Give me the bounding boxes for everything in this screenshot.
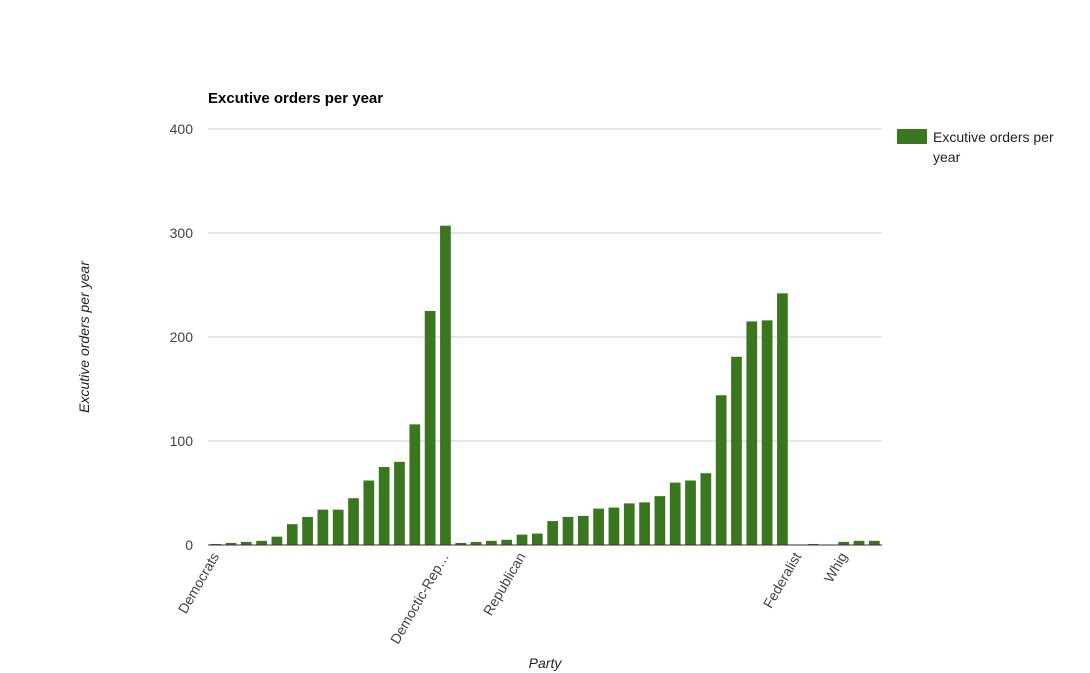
y-tick-label: 400	[170, 121, 194, 137]
x-tick-label: Democtic-Rep…	[387, 550, 452, 647]
bar	[317, 509, 329, 545]
bar	[286, 524, 298, 545]
bar	[669, 482, 681, 545]
bar	[332, 509, 344, 545]
y-tick-label: 300	[170, 225, 194, 241]
bar	[868, 540, 880, 545]
bar	[394, 461, 405, 545]
bar	[409, 424, 421, 545]
legend-label: Excutive orders per year	[933, 129, 1058, 165]
bar	[363, 480, 375, 545]
legend: Excutive orders per year	[897, 129, 1058, 165]
bar	[807, 543, 819, 545]
bar	[302, 516, 313, 545]
bar	[501, 539, 513, 545]
bar	[838, 541, 850, 545]
chart-title: Excutive orders per year	[208, 90, 383, 107]
bar	[685, 480, 696, 545]
x-tick-label: Federalist	[760, 549, 805, 610]
bar	[240, 541, 252, 545]
bar	[608, 507, 620, 545]
y-tick-label: 100	[170, 433, 194, 449]
bar	[853, 540, 865, 545]
bar	[623, 503, 635, 545]
bar	[731, 356, 742, 545]
x-tick-label: Democrats	[175, 550, 223, 617]
bar	[424, 311, 436, 545]
y-axis-ticks: 0 100 200 300 400	[170, 121, 194, 553]
bar	[761, 320, 773, 545]
bar	[271, 536, 283, 545]
bar	[562, 516, 574, 545]
y-axis-title: Excutive orders per year	[76, 260, 92, 413]
bar	[470, 541, 482, 545]
bar	[256, 540, 267, 545]
bar	[210, 543, 222, 545]
bar	[577, 515, 589, 545]
bar	[486, 540, 497, 545]
bar	[225, 542, 237, 545]
bar	[516, 534, 528, 545]
bar	[746, 321, 758, 545]
x-tick-label: Whig	[820, 550, 850, 586]
bar	[715, 395, 727, 545]
bar	[700, 473, 712, 545]
bar	[455, 542, 467, 545]
y-tick-label: 0	[185, 537, 193, 553]
bar	[378, 467, 390, 545]
bars	[210, 225, 880, 545]
x-tick-label: Republican	[480, 550, 529, 619]
x-axis-ticks: Democrats Democtic-Rep… Republican Federali…	[175, 549, 851, 646]
bar	[593, 508, 604, 545]
bar	[654, 496, 666, 545]
bar	[639, 502, 650, 545]
x-axis-title: Party	[529, 655, 563, 671]
bar	[531, 533, 543, 545]
bar	[440, 225, 451, 545]
bar	[777, 293, 788, 545]
legend-swatch	[897, 129, 927, 144]
bar	[348, 498, 359, 545]
bar	[547, 521, 559, 545]
y-tick-label: 200	[170, 329, 194, 345]
